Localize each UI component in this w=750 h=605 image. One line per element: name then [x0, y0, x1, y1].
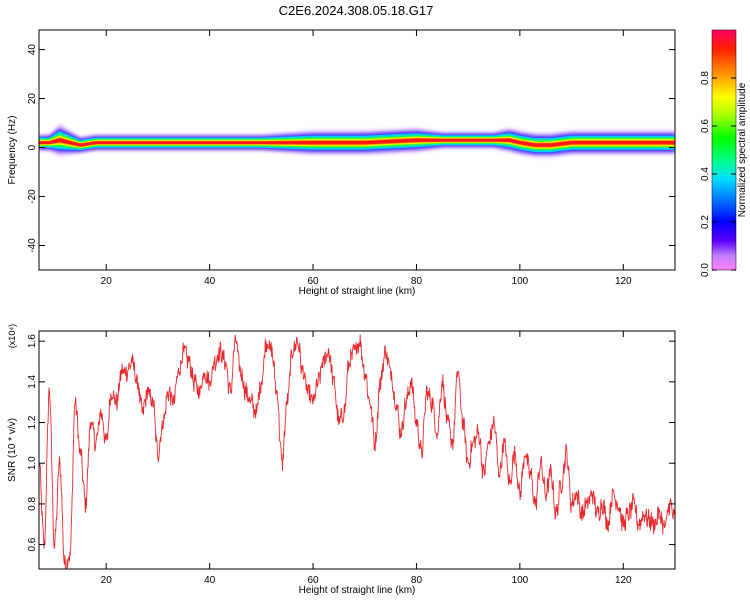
snr-ytick-label: 1.6	[27, 334, 38, 348]
snr-xtick-label: 100	[512, 575, 529, 586]
snr-xtick-label: 20	[101, 575, 113, 586]
snr-ytick-label: 0.6	[27, 537, 38, 551]
spectrogram-frame	[38, 29, 676, 271]
colorbar-tick-label: 0.4	[700, 167, 711, 181]
colorbar-tick-label: 0.6	[700, 119, 711, 133]
snr-xlabel: Height of straight line (km)	[299, 585, 416, 596]
snr-ytick-label: 1.2	[27, 415, 38, 429]
snr-ytick-label: 0.8	[27, 497, 38, 511]
spectrogram-xtick-label: 80	[411, 276, 423, 287]
snr-multiplier: (x10⁴)	[7, 324, 17, 348]
snr-panel: 20 40 60 80 100 120 0.6 0.8 1.0 1.2 1.4 1.6 Height …	[7, 324, 676, 596]
spectrogram-ylabel: Frequency (Hz)	[7, 116, 18, 185]
snr-series	[39, 334, 675, 569]
snr-ticks: 20 40 60 80 100 120 0.6 0.8 1.0 1.2 1.4 1.6	[27, 331, 675, 586]
colorbar: 0.0 0.2 0.4 0.6 0.8 Normalized spectral ampl…	[700, 29, 748, 277]
snr-ytick-label: 1.0	[27, 456, 38, 470]
spectrogram-ytick-label: 20	[27, 93, 38, 105]
colorbar-label: Normalized spectral amplitude	[737, 82, 748, 217]
snr-ylabel: SNR (10 * v/v)	[7, 418, 18, 482]
snr-ytick-label: 1.4	[27, 374, 38, 388]
spectrogram-ytick-label: 40	[27, 44, 38, 56]
spectrogram-xtick-label: 20	[101, 276, 113, 287]
spectrogram-ridge	[39, 123, 675, 158]
spectrogram-xtick-label: 40	[204, 276, 216, 287]
spectrogram-ytick-label: -20	[27, 189, 38, 204]
colorbar-ticks: 0.0 0.2 0.4 0.6 0.8	[700, 71, 736, 277]
chart-title: C2E6.2024.308.05.18.G17	[279, 3, 434, 18]
spectrogram-xlabel: Height of straight line (km)	[299, 286, 416, 297]
snr-xtick-label: 40	[204, 575, 216, 586]
colorbar-tick-label: 0.0	[700, 263, 711, 277]
spectrogram-xtick-label: 60	[307, 276, 319, 287]
snr-xtick-label: 60	[307, 575, 319, 586]
spectrogram-panel: 20 40 60 80 100 120 -40 -20 0 20 40 Height of stra…	[7, 29, 676, 297]
colorbar-tick-label: 0.8	[700, 71, 711, 85]
snr-xtick-label: 120	[615, 575, 632, 586]
snr-line	[39, 334, 675, 569]
snr-xtick-label: 80	[411, 575, 423, 586]
snr-frame	[38, 330, 676, 570]
spectrogram-xtick-label: 120	[615, 276, 632, 287]
spectrogram-band	[39, 138, 675, 147]
spectrogram-ytick-label: -40	[27, 238, 38, 253]
spectrogram-ytick-label: 0	[27, 144, 38, 150]
spectrogram-ticks: 20 40 60 80 100 120 -40 -20 0 20 40	[27, 30, 675, 287]
spectrogram-xtick-label: 100	[512, 276, 529, 287]
colorbar-tick-label: 0.2	[700, 215, 711, 229]
colorbar-gradient	[711, 29, 737, 271]
